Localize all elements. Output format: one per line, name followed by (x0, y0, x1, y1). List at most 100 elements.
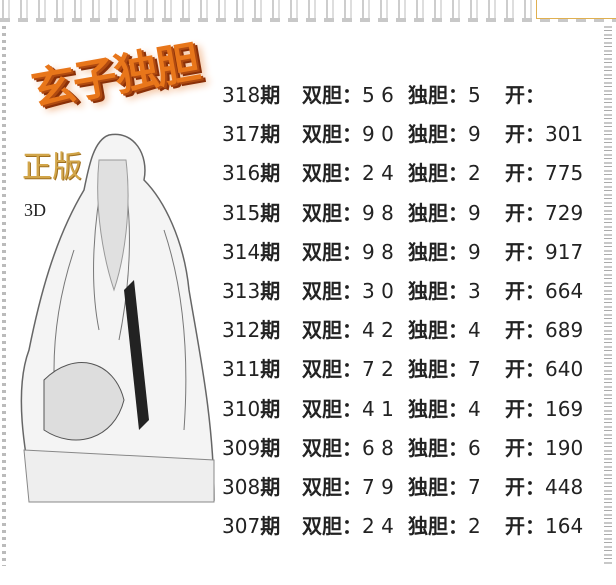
text: 5 (468, 83, 481, 108)
period: 311期 (222, 353, 302, 382)
text: 301 (545, 122, 584, 147)
period: 312期 (222, 314, 302, 343)
text: 开： (505, 200, 545, 225)
period: 309期 (222, 432, 302, 461)
text: 312 (222, 318, 261, 343)
text: 2 (468, 514, 481, 539)
text: 独胆： (408, 122, 468, 147)
text: 双胆： (302, 279, 362, 304)
list-item: 313期 双胆：3 0 独胆：3 开：664 (222, 270, 583, 309)
text: 期 (260, 514, 281, 539)
single-value: 独胆：5 (408, 79, 505, 108)
open-result: 开：169 (505, 393, 583, 422)
text: 311 (222, 357, 261, 382)
list-item: 315期 双胆：9 8 独胆：9 开：729 (222, 192, 583, 231)
pair-value: 双胆：3 0 (302, 275, 408, 304)
text: 期 (260, 161, 281, 186)
text: 307 (222, 514, 261, 539)
list-item: 311期 双胆：7 2 独胆：7 开：640 (222, 348, 583, 387)
single-value: 独胆：9 (408, 236, 505, 265)
open-result: 开：164 (505, 510, 583, 539)
text: 开： (505, 514, 545, 539)
list-item: 314期 双胆：9 8 独胆：9 开：917 (222, 231, 583, 270)
text: 5 6 (362, 83, 394, 108)
text: 独胆： (408, 200, 468, 225)
text: 190 (545, 435, 584, 460)
list-item: 307期 双胆：2 4 独胆：2 开：164 (222, 505, 583, 544)
decorative-border-line (0, 18, 616, 22)
period: 316期 (222, 157, 302, 186)
pair-value: 双胆：9 0 (302, 118, 408, 147)
corner-box (536, 0, 616, 19)
text: 6 8 (362, 435, 394, 460)
text: 6 (468, 435, 481, 460)
text: 双胆： (302, 357, 362, 382)
text: 双胆： (302, 396, 362, 421)
text: 期 (260, 474, 281, 499)
text: 313 (222, 279, 261, 304)
open-result: 开：689 (505, 314, 583, 343)
results-list: 318期 双胆：5 6 独胆：5 开： 317期 双胆：9 0 独胆：9 开：301 316期双… (222, 74, 583, 544)
text: 7 (468, 474, 481, 499)
text: 640 (545, 357, 584, 382)
text: 独胆： (408, 474, 468, 499)
pair-value: 双胆：4 1 (302, 393, 408, 422)
single-value: 独胆：4 (408, 393, 505, 422)
list-item: 316期 双胆：2 4 独胆：2 开：775 (222, 152, 583, 191)
text: 169 (545, 396, 584, 421)
text: 开： (505, 239, 545, 264)
text: 3 (468, 279, 481, 304)
open-result: 开：775 (505, 157, 583, 186)
pair-value: 双胆：5 6 (302, 79, 408, 108)
list-item: 318期 双胆：5 6 独胆：5 开： (222, 74, 583, 113)
text: 164 (545, 514, 584, 539)
text: 4 (468, 396, 481, 421)
text: 双胆： (302, 474, 362, 499)
pair-value: 双胆：2 4 (302, 510, 408, 539)
pair-value: 双胆：7 9 (302, 471, 408, 500)
single-value: 独胆：6 (408, 432, 505, 461)
text: 独胆： (408, 396, 468, 421)
text: 开： (505, 396, 545, 421)
open-result: 开：640 (505, 353, 583, 382)
text: 315 (222, 200, 261, 225)
text: 316 (222, 161, 261, 186)
open-result: 开： (505, 79, 545, 108)
text: 期 (260, 122, 281, 147)
text: 4 1 (362, 396, 394, 421)
pair-value: 双胆：4 2 (302, 314, 408, 343)
text: 开： (505, 435, 545, 460)
text: 开： (505, 357, 545, 382)
text: 4 2 (362, 318, 394, 343)
text: 3 0 (362, 279, 394, 304)
list-item: 312期 双胆：4 2 独胆：4 开：689 (222, 309, 583, 348)
text: 664 (545, 279, 584, 304)
single-value: 独胆：7 (408, 353, 505, 382)
game-label: 3D (24, 200, 46, 220)
text: 期 (260, 200, 281, 225)
text: 310 (222, 396, 261, 421)
text: 9 8 (362, 200, 394, 225)
text: 4 (468, 318, 481, 343)
open-result: 开：301 (505, 118, 583, 147)
period: 308期 (222, 471, 302, 500)
text: 开： (505, 83, 545, 108)
pair-value: 双胆：9 8 (302, 236, 408, 265)
list-item: 310期 双胆：4 1 独胆：4 开：169 (222, 388, 583, 427)
text: 开： (505, 318, 545, 343)
sage-illustration (20, 133, 215, 503)
single-value: 独胆：9 (408, 118, 505, 147)
list-item: 317期 双胆：9 0 独胆：9 开：301 (222, 113, 583, 152)
text: 9 0 (362, 122, 394, 147)
text: 开： (505, 279, 545, 304)
period: 317期 (222, 118, 302, 147)
open-result: 开：917 (505, 236, 583, 265)
text: 期 (260, 279, 281, 304)
single-value: 独胆：4 (408, 314, 505, 343)
text: 期 (260, 239, 281, 264)
period: 310期 (222, 393, 302, 422)
single-value: 独胆：3 (408, 275, 505, 304)
single-value: 独胆：9 (408, 197, 505, 226)
text: 729 (545, 200, 584, 225)
text: 317 (222, 122, 261, 147)
